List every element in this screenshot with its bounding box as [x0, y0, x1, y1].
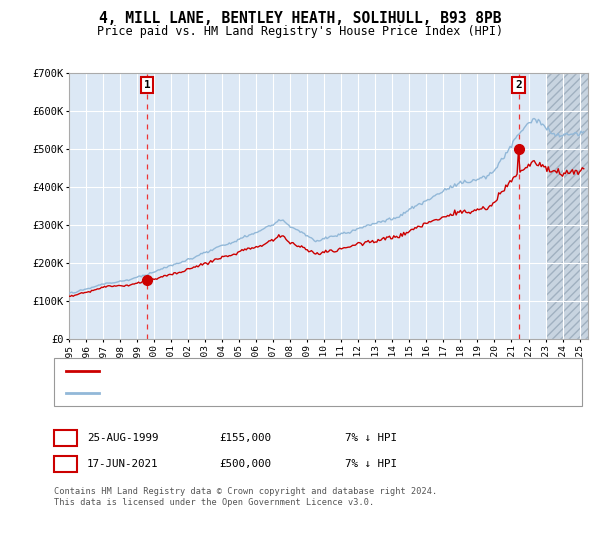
Text: 1: 1 — [62, 433, 69, 443]
Text: 7% ↓ HPI: 7% ↓ HPI — [345, 433, 397, 443]
Text: 17-JUN-2021: 17-JUN-2021 — [87, 459, 158, 469]
Text: 2: 2 — [515, 80, 522, 90]
Text: 1: 1 — [143, 80, 151, 90]
Text: 25-AUG-1999: 25-AUG-1999 — [87, 433, 158, 443]
Text: 4, MILL LANE, BENTLEY HEATH, SOLIHULL, B93 8PB (detached house): 4, MILL LANE, BENTLEY HEATH, SOLIHULL, B… — [105, 366, 491, 376]
Text: Contains HM Land Registry data © Crown copyright and database right 2024.
This d: Contains HM Land Registry data © Crown c… — [54, 487, 437, 507]
Bar — [545, 73, 596, 339]
Text: 7% ↓ HPI: 7% ↓ HPI — [345, 459, 397, 469]
Text: 4, MILL LANE, BENTLEY HEATH, SOLIHULL, B93 8PB: 4, MILL LANE, BENTLEY HEATH, SOLIHULL, B… — [99, 11, 501, 26]
Text: £500,000: £500,000 — [219, 459, 271, 469]
Text: HPI: Average price, detached house, Solihull: HPI: Average price, detached house, Soli… — [105, 388, 374, 398]
Text: £155,000: £155,000 — [219, 433, 271, 443]
Text: 2: 2 — [62, 459, 69, 469]
Text: Price paid vs. HM Land Registry's House Price Index (HPI): Price paid vs. HM Land Registry's House … — [97, 25, 503, 38]
